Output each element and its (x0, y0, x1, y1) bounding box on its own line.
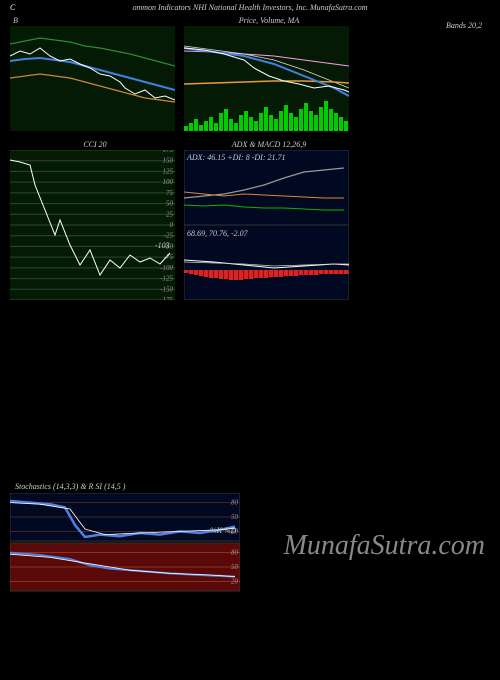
svg-text:ADX: 46.15 +DI: 8 -DI: 21.71: ADX: 46.15 +DI: 8 -DI: 21.71 (186, 153, 286, 162)
cci-title: CCI 20 (10, 139, 180, 150)
svg-text:50: 50 (231, 563, 239, 571)
svg-text:125: 125 (163, 167, 174, 175)
svg-text:25: 25 (166, 210, 174, 218)
svg-text:50: 50 (166, 200, 174, 208)
svg-text:%K %D: %K %D (210, 526, 237, 535)
price-ma-panel: Price, Volume, MA (184, 15, 354, 131)
svg-text:-150: -150 (160, 285, 173, 293)
page-title: ommon Indicators NHI National Health Inv… (0, 0, 500, 15)
stoch-chart: 805020%K %D805020 (10, 493, 240, 593)
bollinger-title: B (10, 15, 180, 26)
svg-text:50: 50 (231, 513, 239, 521)
svg-text:-103: -103 (155, 241, 170, 250)
svg-text:-100: -100 (160, 264, 173, 272)
svg-text:-125: -125 (160, 275, 173, 283)
bollinger-panel: B (10, 15, 180, 131)
svg-text:68.69, 70.76, -2.07: 68.69, 70.76, -2.07 (187, 229, 249, 238)
header-left: C (10, 3, 15, 12)
svg-text:80: 80 (231, 549, 239, 557)
adx-panel: ADX & MACD 12,26,9 ADX: 46.15 +DI: 8 -DI… (184, 139, 354, 300)
bands-label: Bands 20,2 (358, 15, 490, 131)
row-1: B Price, Volume, MA Bands 20,2 (0, 15, 500, 131)
svg-text:75: 75 (166, 189, 174, 197)
svg-text:-175: -175 (160, 296, 173, 300)
adx-title: ADX & MACD 12,26,9 (184, 139, 354, 150)
svg-text:0: 0 (170, 221, 174, 229)
svg-text:-25: -25 (164, 232, 174, 240)
svg-text:100: 100 (163, 178, 174, 186)
svg-text:150: 150 (163, 157, 174, 165)
svg-text:20: 20 (231, 577, 239, 585)
svg-text:80: 80 (231, 499, 239, 507)
price-ma-title: Price, Volume, MA (184, 15, 354, 26)
stoch-title: Stochastics (14,3,3) & R SI (14,5 ) (10, 480, 490, 493)
row-2: CCI 20 1751501251007550250-25-50-75-100-… (0, 139, 500, 300)
stoch-section: Stochastics (14,3,3) & R SI (14,5 ) 80 50… (10, 480, 490, 593)
cci-panel: CCI 20 1751501251007550250-25-50-75-100-… (10, 139, 180, 300)
svg-text:175: 175 (163, 150, 174, 154)
